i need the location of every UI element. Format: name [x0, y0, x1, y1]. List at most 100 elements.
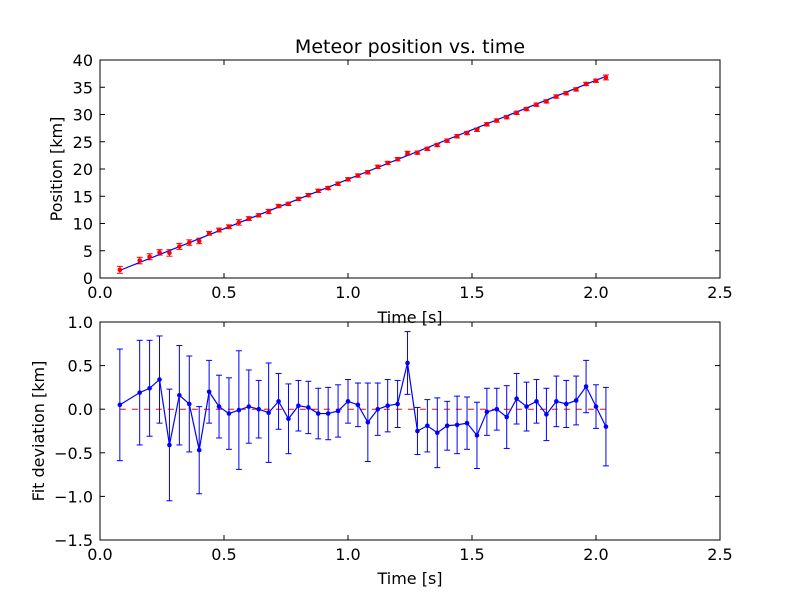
deviation-point [306, 405, 311, 410]
position-point [494, 118, 500, 123]
deviation-point [593, 404, 599, 409]
position-chart-ytick-label: 35 [73, 78, 93, 97]
position-point [474, 127, 480, 133]
deviation-point [484, 409, 490, 415]
deviation-point [603, 424, 609, 429]
position-point [186, 240, 192, 245]
deviation-chart-ytick-label: 0.5 [68, 357, 93, 376]
position-point [206, 231, 212, 236]
position-point [405, 150, 410, 156]
position-point [583, 81, 589, 87]
deviation-chart-xtick-label: 0.5 [211, 545, 236, 564]
position-point [504, 114, 510, 120]
deviation-chart-ytick-label: 1.0 [68, 313, 93, 332]
position-point [177, 244, 182, 249]
position-point [425, 146, 430, 152]
position-point [554, 94, 559, 99]
position-chart-xtick-label: 1.5 [459, 283, 484, 302]
deviation-point [544, 412, 549, 417]
position-point [603, 75, 609, 80]
deviation-chart-xtick-label: 1.0 [335, 545, 360, 564]
deviation-point [216, 404, 222, 409]
position-point [147, 254, 152, 260]
position-chart-ytick-label: 30 [73, 106, 93, 125]
deviation-point [325, 411, 331, 416]
deviation-point [147, 385, 152, 391]
deviation-line [119, 362, 607, 451]
position-chart-xtick-label: 1.0 [335, 283, 360, 302]
position-point [286, 201, 291, 207]
position-point [375, 164, 381, 170]
deviation-point [365, 419, 371, 425]
position-point [514, 110, 519, 116]
deviation-point [494, 406, 500, 412]
position-point [395, 156, 400, 162]
position-point [196, 238, 202, 244]
deviation-point [425, 423, 430, 429]
deviation-point [534, 399, 539, 404]
deviation-point [206, 389, 212, 395]
position-point [345, 177, 351, 182]
deviation-chart-ylabel: Fit deviation [km] [29, 361, 48, 502]
deviation-point [186, 401, 192, 407]
position-point [246, 216, 252, 221]
deviation-point [405, 360, 410, 366]
position-chart-ytick-label: 25 [73, 133, 93, 152]
deviation-point [464, 420, 470, 426]
position-point [593, 78, 599, 84]
deviation-chart: Fit deviation [km] Time [s] 0.0 0.5 1.0 1.5… [29, 313, 733, 588]
position-point [335, 181, 341, 187]
deviation-chart-ytick-label: 0.0 [68, 400, 93, 419]
deviation-point [226, 411, 232, 416]
position-chart-ytick-label: 20 [73, 160, 93, 179]
deviation-point [266, 410, 271, 415]
deviation-point [563, 401, 569, 407]
position-chart-ylabel: Position [km] [47, 117, 66, 222]
deviation-point [573, 398, 579, 403]
position-point [306, 192, 311, 198]
deviation-point [454, 422, 460, 428]
deviation-point [583, 384, 589, 389]
position-chart-xtick-label: 2.5 [707, 283, 732, 302]
deviation-chart-ytick-label: −1.0 [54, 487, 93, 506]
position-chart-xtick-label: 2.0 [583, 283, 608, 302]
deviation-point [256, 406, 262, 412]
deviation-point [415, 428, 420, 434]
fit-line [119, 75, 607, 271]
position-chart-ytick-label: 15 [73, 187, 93, 206]
position-chart-ytick-label: 0 [83, 269, 93, 288]
deviation-point [167, 442, 172, 448]
position-point [534, 102, 539, 107]
deviation-point [434, 430, 440, 436]
deviation-point [246, 404, 252, 409]
deviation-point [137, 390, 142, 395]
deviation-chart-xtick-label: 0.0 [87, 545, 112, 564]
position-point [484, 122, 490, 127]
position-chart-frame [99, 59, 721, 279]
position-chart-ytick-label: 40 [73, 51, 93, 70]
deviation-chart-xtick-label: 1.5 [459, 545, 484, 564]
deviation-point [474, 433, 480, 438]
deviation-point [157, 377, 162, 382]
position-point [385, 160, 390, 166]
position-point [355, 173, 361, 178]
position-point [563, 90, 569, 96]
deviation-chart-xtick-label: 2.5 [707, 545, 732, 564]
position-chart-xtick-label: 0.0 [87, 283, 112, 302]
deviation-point [296, 403, 301, 409]
position-point [167, 250, 172, 256]
deviation-point [276, 399, 281, 404]
deviation-point [504, 414, 510, 420]
deviation-point [444, 423, 450, 429]
position-point [216, 227, 222, 233]
position-point [296, 196, 301, 202]
position-point [236, 220, 242, 225]
deviation-point [524, 404, 529, 409]
deviation-point [395, 401, 400, 407]
position-chart-xlabel: Time [s] [376, 308, 442, 327]
position-point [266, 209, 271, 214]
position-point [315, 188, 321, 194]
deviation-chart-frame [99, 321, 721, 541]
deviation-point [315, 411, 321, 416]
